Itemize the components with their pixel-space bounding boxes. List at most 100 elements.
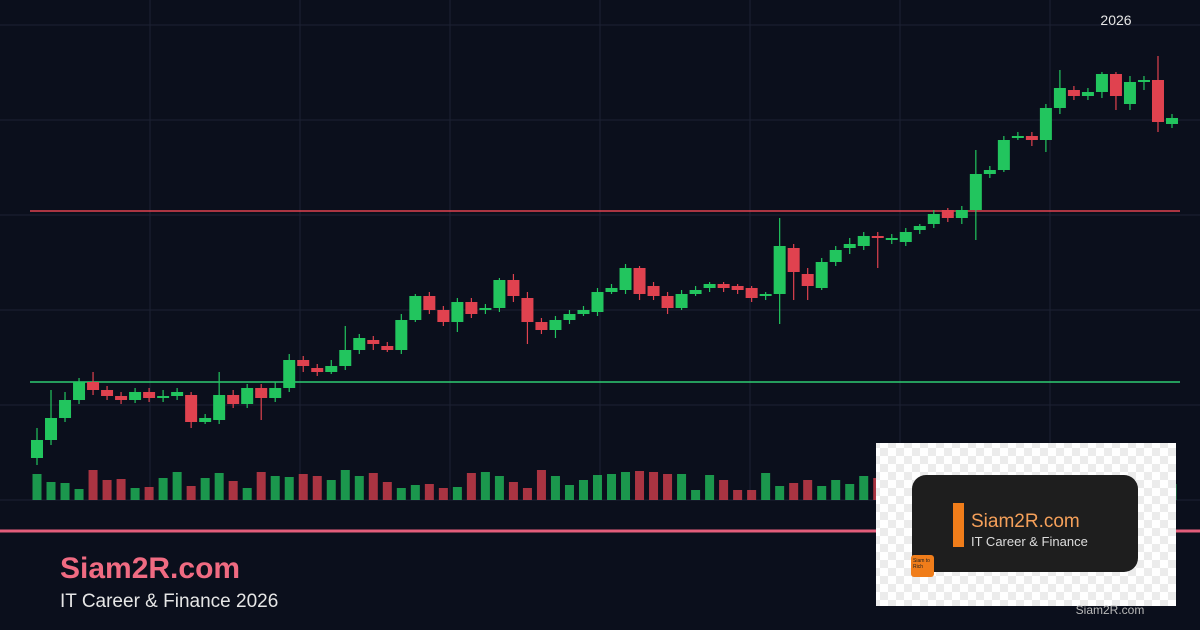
volume-bar <box>410 485 420 500</box>
volume-bar <box>719 480 729 500</box>
badge-box: Siam to Rich <box>913 558 930 570</box>
candle-body <box>535 322 548 330</box>
volume-bar <box>242 488 252 500</box>
candle-body <box>591 292 604 312</box>
candle-body <box>1025 136 1038 140</box>
candle-body <box>549 320 562 330</box>
volume-bar <box>200 478 210 500</box>
volume-bar <box>649 472 659 500</box>
candle-body <box>87 382 100 390</box>
volume-bar <box>508 482 518 500</box>
candle-body <box>941 210 954 218</box>
volume-bar <box>158 478 168 500</box>
logo-badge <box>911 555 934 577</box>
volume-bar <box>228 481 238 500</box>
candle-body <box>1095 74 1108 92</box>
volume-bar <box>550 476 560 500</box>
candle-body <box>731 286 744 290</box>
candle-body <box>955 210 968 218</box>
candle-body <box>213 395 226 420</box>
volume-bar <box>326 480 336 500</box>
volume-bar <box>424 484 434 500</box>
candle-body <box>829 250 842 262</box>
volume-bar <box>354 476 364 500</box>
candle-body <box>717 284 730 288</box>
volume-bar <box>733 490 743 500</box>
volume-bar <box>803 480 813 500</box>
candle-body <box>997 140 1010 170</box>
candle-body <box>969 174 982 210</box>
volume-bar <box>368 473 378 500</box>
volume-bar <box>592 475 602 500</box>
candle-body <box>633 268 646 294</box>
candle-body <box>297 360 310 366</box>
volume-bar <box>88 470 98 500</box>
volume-bar <box>172 472 182 500</box>
volume-bar <box>677 474 687 500</box>
candle-body <box>507 280 520 296</box>
candle-body <box>577 310 590 314</box>
candle-body <box>157 396 170 398</box>
candle-body <box>1067 90 1080 96</box>
volume-bar <box>452 487 462 500</box>
candle-body <box>563 314 576 320</box>
logo-title: Siam2R.com <box>971 511 1080 532</box>
candle-body <box>367 340 380 344</box>
candle-body <box>759 294 772 296</box>
candle-body <box>283 360 296 388</box>
candle-body <box>269 388 282 398</box>
volume-bar <box>747 490 757 500</box>
candle-body <box>899 232 912 242</box>
volume-bar <box>46 482 56 500</box>
candle-body <box>255 388 268 398</box>
candle-body <box>381 346 394 350</box>
candle-body <box>241 388 254 404</box>
candle-body <box>605 288 618 292</box>
candle-body <box>115 396 128 400</box>
logo-bar <box>953 503 964 547</box>
candle-body <box>885 238 898 240</box>
candle-body <box>647 286 660 296</box>
volume-bar <box>480 472 490 500</box>
candle-body <box>1039 108 1052 140</box>
volume-bar <box>705 475 715 500</box>
candle-body <box>927 214 940 224</box>
candle-body <box>1011 136 1024 138</box>
logo-subtitle: IT Career & Finance <box>971 534 1088 549</box>
candle-body <box>521 298 534 322</box>
candle-body <box>1151 80 1164 122</box>
volume-bar <box>761 473 771 500</box>
candle-body <box>619 268 632 290</box>
volume-bar <box>621 472 631 500</box>
candle-body <box>45 418 58 440</box>
volume-bar <box>396 488 406 500</box>
volume-bar <box>102 480 112 500</box>
candle-body <box>1053 88 1066 108</box>
volume-bar <box>270 476 280 500</box>
volume-bar <box>817 486 827 500</box>
candle-body <box>227 395 240 404</box>
volume-bar <box>60 483 70 500</box>
candle-body <box>199 418 212 422</box>
grid <box>0 0 1200 501</box>
volume-bar <box>789 483 799 500</box>
candle-body <box>311 368 324 372</box>
volume-bar <box>831 480 841 500</box>
candle-body <box>857 236 870 246</box>
candle-body <box>493 280 506 308</box>
candle-body <box>451 302 464 322</box>
candle-body <box>1081 92 1094 96</box>
volume-bar <box>340 470 350 500</box>
candle-body <box>423 296 436 310</box>
volume-bar <box>32 474 42 500</box>
volume-bar <box>116 479 126 500</box>
candle-body <box>815 262 828 288</box>
candle-body <box>437 310 450 322</box>
candle-body <box>843 244 856 248</box>
volume-bar <box>691 490 701 500</box>
candle-body <box>801 274 814 286</box>
volume-bar <box>607 474 617 500</box>
volume-bar <box>284 477 294 500</box>
